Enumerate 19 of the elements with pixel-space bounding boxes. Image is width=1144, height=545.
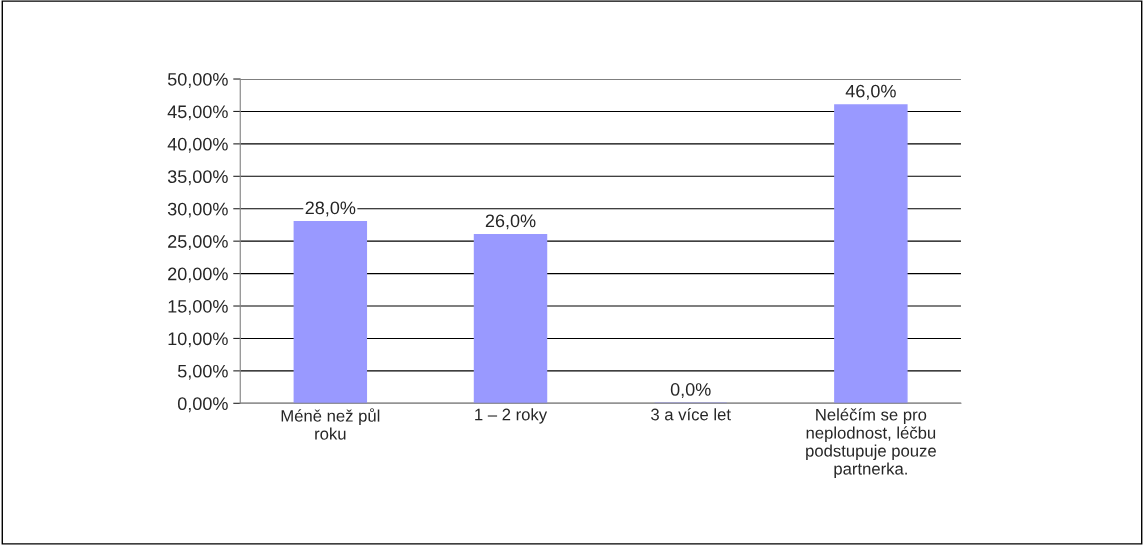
y-tick-label: 50,00% [167,72,228,88]
data-label: 0,0% [670,383,711,398]
y-tick-label: 0,00% [177,397,228,413]
data-label: 26,0% [485,214,536,230]
y-tick-label: 20,00% [168,267,228,283]
y-tick-label: 5,00% [177,364,228,380]
data-label: 46,0% [845,84,896,100]
y-tick-label: 40,00% [167,137,228,153]
y-tick-label: 35,00% [167,170,228,186]
y-tick-label: 15,00% [168,299,228,315]
x-tick-label: 1 – 2 roky [475,408,548,424]
y-tick-label: 25,00% [168,235,228,251]
x-tick-label: Neléčím se pro neplodnost, léčbu podstupuje pouze partnerka. [806,408,936,478]
y-tick-label: 10,00% [168,332,228,348]
y-tick-label: 30,00% [167,202,228,218]
data-label: 28,0% [305,201,356,217]
y-tick-label: 45,00% [167,105,228,121]
x-tick-label: Méně než půl roku [281,408,380,440]
x-tick-label: 3 a více let [651,407,731,421]
